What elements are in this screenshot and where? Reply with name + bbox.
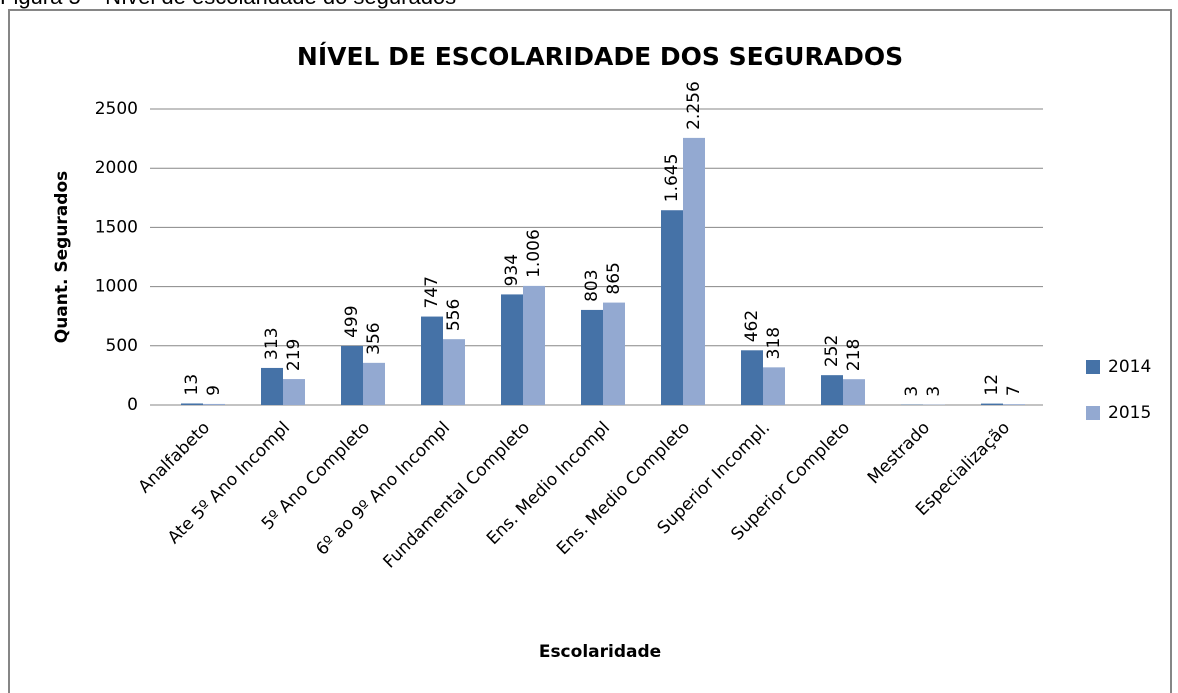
data-label: 2.256	[684, 81, 704, 130]
bar	[421, 316, 443, 405]
bar	[523, 285, 545, 405]
y-tick-label: 1500	[95, 217, 138, 237]
legend-swatch	[1086, 360, 1100, 374]
figure-caption: Figura 5 – Nível de escolaridade do segu…	[0, 0, 456, 9]
bar	[763, 367, 785, 405]
data-label: 556	[444, 299, 464, 331]
y-tick-label: 1000	[95, 277, 138, 297]
x-axis-label: Escolaridade	[539, 642, 661, 662]
bar	[843, 379, 865, 405]
bar	[1003, 404, 1025, 405]
data-label: 865	[604, 262, 624, 294]
bar	[683, 137, 705, 406]
data-label: 1.645	[662, 154, 682, 203]
x-tick-label: Mestrado	[864, 418, 934, 488]
x-tick-label: Fundamental Completo	[380, 418, 534, 572]
bar	[181, 403, 203, 405]
data-label: 313	[262, 327, 282, 359]
bar	[363, 362, 385, 405]
y-tick-label: 0	[127, 395, 138, 415]
bar	[981, 403, 1003, 405]
x-tick-label: 6º ao 9º Ano Incompl	[312, 418, 454, 560]
bar	[501, 294, 523, 405]
data-label: 462	[742, 310, 762, 342]
x-tick-label: Analfabeto	[135, 418, 214, 497]
data-label: 3	[902, 386, 922, 397]
bar	[341, 345, 363, 405]
bar	[283, 379, 305, 405]
y-tick-label: 2000	[95, 158, 138, 178]
data-label: 499	[342, 305, 362, 337]
data-label: 803	[582, 269, 602, 301]
chart-title: NÍVEL DE ESCOLARIDADE DOS SEGURADOS	[297, 42, 903, 71]
data-label: 12	[982, 374, 1002, 396]
y-tick-label: 500	[106, 336, 138, 356]
data-label: 13	[182, 374, 202, 396]
chart-border	[8, 9, 1172, 693]
bar	[261, 367, 283, 405]
data-label: 3	[924, 386, 944, 397]
data-label: 934	[502, 254, 522, 286]
data-label: 218	[844, 339, 864, 371]
data-label: 318	[764, 327, 784, 359]
bar	[203, 403, 225, 405]
data-label: 1.006	[524, 229, 544, 278]
data-label: 252	[822, 335, 842, 367]
bar	[443, 339, 465, 405]
bar	[821, 375, 843, 405]
legend-swatch	[1086, 406, 1100, 420]
bar	[581, 309, 603, 405]
y-axis-label: Quant. Segurados	[52, 171, 72, 344]
data-label: 7	[1004, 385, 1024, 396]
legend-label: 2014	[1108, 357, 1151, 377]
y-tick-label: 2500	[95, 99, 138, 119]
data-label: 356	[364, 322, 384, 354]
bar	[603, 302, 625, 405]
bar	[661, 210, 683, 405]
bar	[741, 350, 763, 405]
x-tick-label: Ens. Medio Completo	[553, 418, 694, 559]
data-label: 219	[284, 339, 304, 371]
legend-label: 2015	[1108, 403, 1151, 423]
data-label: 747	[422, 276, 442, 308]
data-label: 9	[204, 385, 224, 396]
